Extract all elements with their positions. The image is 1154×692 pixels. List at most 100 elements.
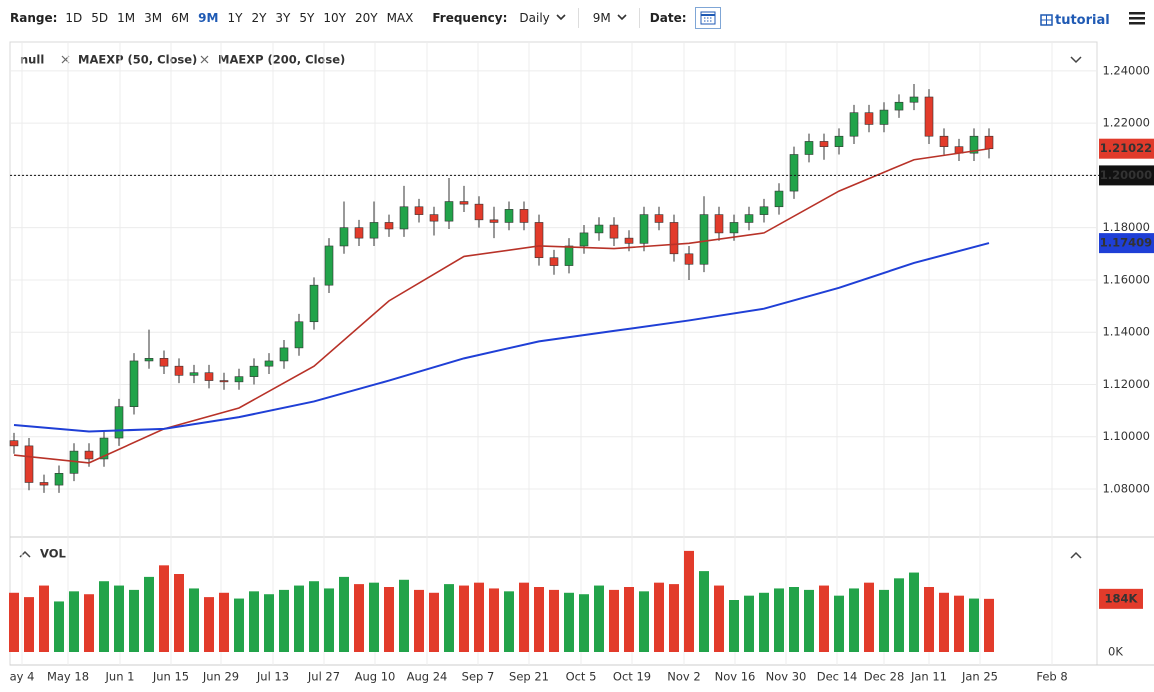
range-button[interactable]: 5D: [91, 11, 109, 25]
range-button[interactable]: 2Y: [251, 11, 267, 25]
volume-bar: [924, 587, 934, 652]
volume-bar: [939, 592, 949, 652]
volume-bar: [129, 589, 139, 652]
candle-body: [864, 112, 874, 125]
tutorial-link[interactable]: tutorial: [1055, 13, 1110, 28]
volume-bar: [699, 571, 709, 652]
range-button[interactable]: 10Y: [323, 11, 346, 25]
volume-label: VOL: [40, 547, 66, 561]
volume-bar: [729, 600, 739, 652]
candle-body: [969, 135, 979, 154]
volume-bar: [669, 584, 679, 652]
x-tick-label: Jan 11: [910, 670, 947, 684]
volume-bar: [219, 592, 229, 652]
candle-body: [759, 206, 769, 215]
y-tick-label: 1.12000: [1102, 377, 1150, 391]
candle-body: [519, 209, 529, 223]
period-select[interactable]: 9M: [592, 11, 611, 25]
range-button[interactable]: 3Y: [275, 11, 291, 25]
range-button[interactable]: 1M: [117, 11, 136, 25]
candle-body: [549, 257, 559, 266]
price-badge: [1099, 165, 1154, 186]
date-picker[interactable]: [694, 7, 721, 29]
candle-body: [444, 201, 454, 222]
candle-body: [729, 222, 739, 234]
legend-close[interactable]: [200, 55, 209, 64]
volume-bar: [309, 581, 319, 652]
candle-body: [909, 96, 919, 103]
candle-body: [879, 109, 889, 125]
volume-bar: [624, 587, 634, 652]
x-tick-label: Jun 1: [105, 670, 135, 684]
candle-body: [294, 321, 304, 349]
volume-bar: [414, 589, 424, 652]
price-badge: [1099, 138, 1154, 159]
y-tick-label: 1.16000: [1102, 272, 1150, 286]
volume-bar: [144, 576, 154, 652]
menu-button[interactable]: [1129, 11, 1146, 25]
x-tick-label: Nov 2: [667, 670, 700, 684]
x-tick-label: ay 4: [10, 670, 35, 684]
x-tick-label: Dec 14: [817, 670, 858, 684]
x-tick-label: Sep 7: [462, 670, 495, 684]
range-button[interactable]: 3M: [144, 11, 163, 25]
range-button[interactable]: 9M: [198, 11, 219, 25]
volume-bar: [324, 588, 334, 652]
candle-body: [504, 209, 514, 223]
candle-body: [414, 206, 424, 215]
candle-body: [609, 224, 619, 239]
dropdown-arrow: [556, 14, 566, 21]
y-tick-label: 1.14000: [1102, 325, 1150, 339]
collapse-button[interactable]: [1070, 56, 1082, 64]
volume-bar: [789, 587, 799, 652]
x-tick-label: Aug 24: [407, 670, 448, 684]
volume-bar: [339, 576, 349, 652]
range-button[interactable]: MAX: [386, 11, 414, 25]
y-tick-label: 1.08000: [1102, 482, 1150, 496]
y-tick-label: 1.10000: [1102, 429, 1150, 443]
candle-body: [324, 245, 334, 286]
volume-bar: [549, 589, 559, 652]
range-button[interactable]: 5Y: [299, 11, 315, 25]
candle-body: [339, 227, 349, 247]
range-button[interactable]: 6M: [171, 11, 190, 25]
volume-tick-label: 0K: [1108, 645, 1123, 659]
volume-bar: [24, 597, 34, 652]
volume-bar: [234, 598, 244, 652]
panel-frame: [9, 41, 1098, 666]
frequency-select[interactable]: Daily: [519, 11, 550, 25]
candle-body: [594, 224, 604, 234]
x-tick-label: Jul 13: [256, 670, 289, 684]
collapse-button[interactable]: [1070, 551, 1082, 559]
volume-bar: [279, 589, 289, 652]
price-badge-label: 1.20000: [1100, 168, 1152, 182]
range-button[interactable]: 20Y: [354, 11, 378, 25]
volume-bar: [534, 587, 544, 652]
dropdown-arrow: [617, 14, 627, 21]
separator: [638, 8, 640, 28]
candle-body: [309, 284, 319, 323]
x-tick-label: Nov 30: [766, 670, 807, 684]
volume-bar: [879, 589, 889, 652]
volume-bar: [759, 592, 769, 652]
range-button[interactable]: 1D: [65, 11, 83, 25]
candle-body: [774, 190, 784, 208]
volume-bar: [204, 597, 214, 652]
candle-body: [834, 135, 844, 147]
candle-body: [204, 372, 214, 381]
y-tick-label: 1.24000: [1102, 63, 1150, 77]
range-button[interactable]: 1Y: [227, 11, 243, 25]
legend-item: MAEXP (50, Close): [78, 53, 197, 67]
volume-bar: [249, 591, 259, 652]
price-badge: [1099, 233, 1154, 254]
price-badge-label: 1.21022: [1100, 141, 1152, 155]
candle-body: [354, 227, 364, 239]
candle-body: [369, 222, 379, 239]
candle-body: [9, 440, 19, 447]
volume-bar: [954, 595, 964, 652]
volume-bar: [354, 584, 364, 652]
date-label: Date:: [649, 11, 687, 25]
grid: [10, 42, 1097, 665]
